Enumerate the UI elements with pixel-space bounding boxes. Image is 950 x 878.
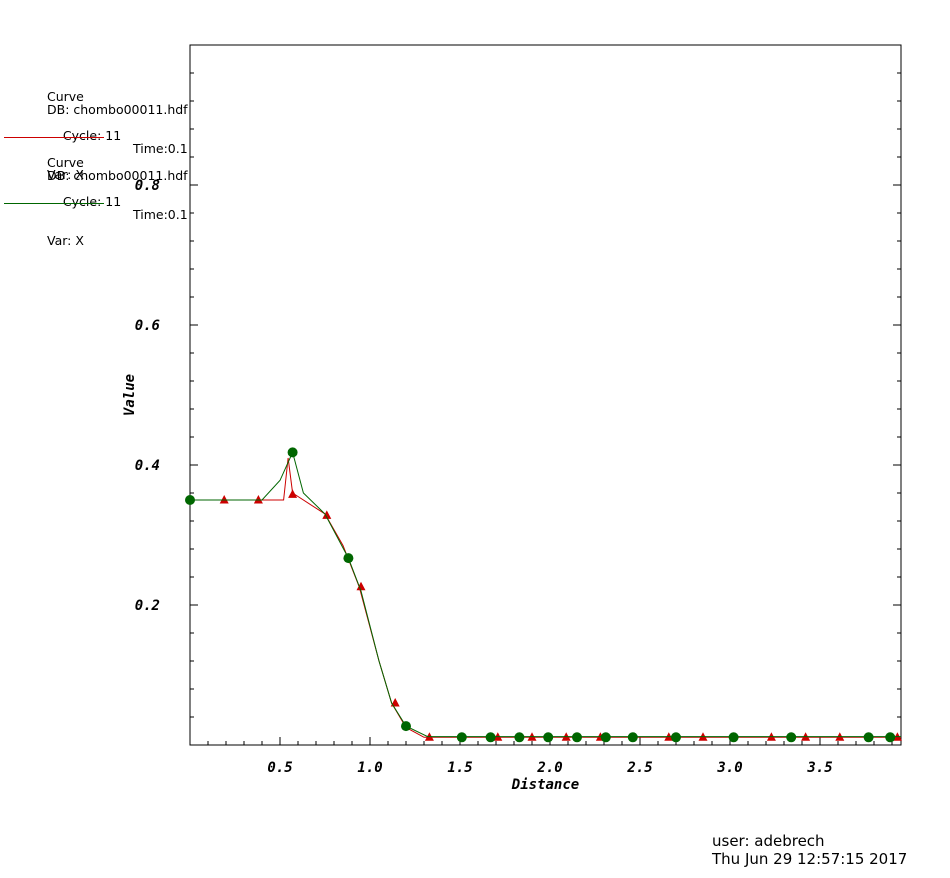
y-tick-label: 0.6 bbox=[135, 318, 160, 334]
series-2-point bbox=[600, 732, 611, 743]
series-2-point bbox=[728, 732, 739, 743]
series-2-point bbox=[401, 721, 411, 732]
series-2-point bbox=[627, 732, 638, 743]
series-2-point bbox=[572, 732, 582, 743]
legend-1-title: Curve bbox=[47, 89, 84, 104]
legend-entry-2: Curve DB: chombo00011.hdf Cycle: 11 Time… bbox=[47, 156, 188, 247]
x-tick-label: 0.5 bbox=[267, 760, 292, 776]
series-1-point bbox=[288, 489, 298, 498]
series-1-point bbox=[253, 495, 263, 504]
legend-2-title: Curve bbox=[47, 155, 84, 170]
legend-2-time: Time:0.1 bbox=[133, 207, 188, 222]
series-2-point bbox=[185, 495, 195, 505]
series-1-point bbox=[390, 698, 400, 707]
series-1-point bbox=[322, 510, 332, 519]
legend-1-time: Time:0.1 bbox=[133, 141, 188, 156]
y-tick-label: 0.4 bbox=[135, 458, 160, 474]
x-tick-label: 2.0 bbox=[536, 760, 562, 776]
series-2-point bbox=[485, 732, 496, 743]
legend-2-cycle: Cycle: 11 bbox=[62, 194, 122, 209]
legend-2-line-swatch bbox=[4, 203, 104, 204]
series-2-point bbox=[863, 732, 874, 743]
series-1-point bbox=[356, 581, 366, 591]
series-2-point bbox=[456, 732, 467, 743]
series-2-point bbox=[514, 732, 525, 743]
footer-timestamp: Thu Jun 29 12:57:15 2017 bbox=[712, 850, 908, 868]
x-tick-label: 3.5 bbox=[806, 760, 832, 776]
legend-1-cycle: Cycle: 11 bbox=[62, 128, 122, 143]
plot-frame bbox=[189, 44, 902, 746]
x-tick-label: 2.5 bbox=[626, 760, 652, 776]
x-tick-label: 1.0 bbox=[357, 760, 382, 776]
footer-user: user: adebrech bbox=[712, 832, 825, 850]
legend-entry-1: Curve DB: chombo00011.hdf Cycle: 11 Time… bbox=[47, 90, 188, 181]
legend-1-var: Var: X bbox=[47, 167, 84, 182]
series-2-point bbox=[343, 553, 354, 564]
series-2-point bbox=[671, 732, 681, 743]
series-1-line bbox=[190, 457, 901, 738]
series-2-point bbox=[786, 732, 797, 743]
y-tick-label: 0.8 bbox=[135, 178, 160, 194]
legend-2-var: Var: X bbox=[47, 233, 84, 248]
x-tick-label: 3.0 bbox=[716, 760, 742, 776]
legend-1-line-swatch bbox=[4, 137, 104, 138]
series-2-point bbox=[543, 732, 554, 743]
series-1-point bbox=[219, 495, 229, 504]
y-tick-label: 0.2 bbox=[135, 598, 160, 614]
legend-1-db: DB: chombo00011.hdf bbox=[47, 102, 188, 117]
series-2-point bbox=[885, 732, 896, 743]
y-axis-title: Value bbox=[122, 374, 138, 416]
x-tick-label: 1.5 bbox=[447, 760, 472, 776]
legend-2-db: DB: chombo00011.hdf bbox=[47, 168, 188, 183]
series-2-point bbox=[287, 447, 298, 458]
x-axis-title: Distance bbox=[511, 777, 579, 793]
